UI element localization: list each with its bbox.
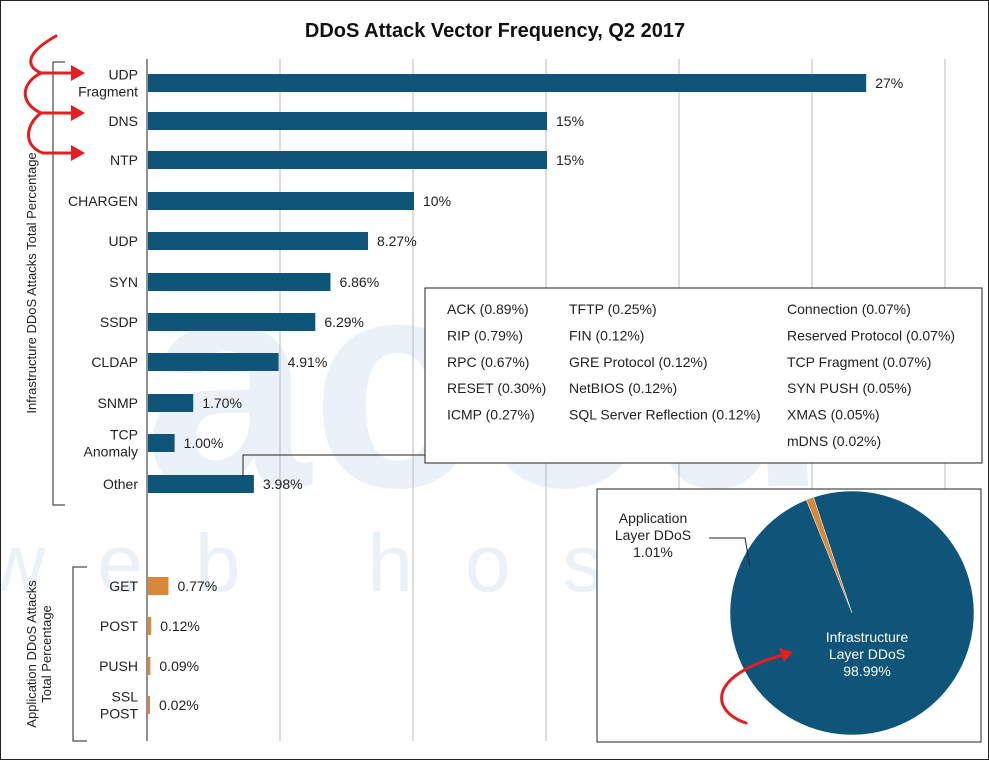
infra-category-label: NTP [110,152,138,168]
pie-chart: Application Layer DDoS 1.01% Infrastructure… [615,490,975,736]
other-breakdown-items: ACK (0.89%) TFTP (0.25%) Connection (0.07%… [447,301,955,449]
annotation-arrows [23,34,793,725]
infra-category-label: SYN [109,274,138,290]
infra-category-label: SSDP [100,314,138,330]
arrowhead [779,648,793,662]
arrowhead [71,65,85,81]
infra-value-label: 27% [875,75,903,91]
infra-category-label: DNS [108,113,138,129]
infra-category-label: CHARGEN [68,193,138,209]
other-breakdown-item: GRE Protocol (0.12%) [569,354,708,370]
infra-bar [148,273,331,291]
infra-bar [148,475,254,493]
infra-value-label: 1.70% [202,395,242,411]
infra-bar [148,313,316,331]
infra-value-label: 3.98% [263,476,303,492]
other-breakdown-item: TCP Fragment (0.07%) [787,354,931,370]
other-breakdown-item: ICMP (0.27%) [447,407,535,423]
infra-category-label: Other [103,476,138,492]
chart-title: DDoS Attack Vector Frequency, Q2 2017 [305,20,685,42]
app-value-label: 0.02% [159,697,199,713]
infra-category-label: CLDAP [91,354,138,370]
infra-group-title: Infrastructure DDoS Attacks Total Percen… [24,152,39,413]
other-breakdown-item: TFTP (0.25%) [569,301,657,317]
infra-category-label: UDP Fragment [78,67,138,100]
infra-value-label: 6.29% [324,314,364,330]
infra-value-label: 15% [556,113,584,129]
pie-label-infrastructure: Infrastructure Layer DDoS 98.99% [826,629,909,679]
infra-value-label: 10% [423,193,451,209]
infra-value-label: 6.86% [339,274,379,290]
arrow-to-ntp [27,111,45,155]
other-breakdown-item: FIN (0.12%) [569,327,644,343]
arrow-to-pie [720,653,785,725]
bars: UDP Fragment 27% DNS 15% NTP 15% CHARGEN 10% UDP 8… [68,67,903,722]
arrow-to-udp-fragment [29,34,58,75]
other-breakdown-item: Connection (0.07%) [787,301,911,317]
other-breakdown-item: RESET (0.30%) [447,380,546,396]
app-group-title: Application DDoS AttacksTotal Percentage [24,580,54,728]
app-bar [148,696,150,714]
app-category-label: PUSH [99,658,138,674]
infra-bar [148,394,194,412]
other-breakdown-item: mDNS (0.02%) [787,433,881,449]
infra-bar [148,434,175,452]
infra-group-bracket [52,61,65,506]
infra-value-label: 1.00% [184,435,224,451]
other-breakdown-box: ACK (0.89%) TFTP (0.25%) Connection (0.07%… [242,287,983,477]
infra-bar [148,353,279,371]
pie-slice [729,490,975,736]
app-value-label: 0.09% [159,658,199,674]
arrow-to-dns [23,71,43,115]
infra-bar [148,232,368,250]
infra-bar [148,192,414,210]
infra-value-label: 8.27% [377,233,417,249]
app-value-label: 0.12% [160,618,200,634]
infra-category-label: TCP Anomaly [84,427,138,460]
other-breakdown-item: XMAS (0.05%) [787,407,880,423]
infra-category-label: SNMP [98,395,138,411]
other-breakdown-item: SYN PUSH (0.05%) [787,380,911,396]
app-group-bracket [72,566,87,742]
app-bar [148,657,151,675]
infra-value-label: 4.91% [288,354,328,370]
app-category-label: SSL POST [100,689,139,722]
arrowhead [71,145,85,161]
other-breakdown-item: Reserved Protocol (0.07%) [787,327,955,343]
app-category-label: POST [100,618,139,634]
arrowhead [71,105,85,121]
other-breakdown-item: NetBIOS (0.12%) [569,380,677,396]
axis-titles: Infrastructure DDoS Attacks Total Percen… [24,61,87,742]
infra-bar [148,74,867,92]
infra-value-label: 15% [556,152,584,168]
pie-label-application: Application Layer DDoS 1.01% [615,510,691,560]
pie-inset: Application Layer DDoS 1.01% Infrastructure… [596,488,982,743]
other-breakdown-item: RIP (0.79%) [447,327,523,343]
pie-leader-line [709,537,751,568]
other-breakdown-item: ACK (0.89%) [447,301,529,317]
app-category-label: GET [109,578,138,594]
other-breakdown-item: SQL Server Reflection (0.12%) [569,407,761,423]
app-bar [148,617,152,635]
app-value-label: 0.77% [177,578,217,594]
infra-category-label: UDP [108,233,138,249]
infra-bar [148,112,547,130]
other-breakdown-item: RPC (0.67%) [447,354,529,370]
app-bar [148,577,169,595]
infra-bar [148,151,547,169]
